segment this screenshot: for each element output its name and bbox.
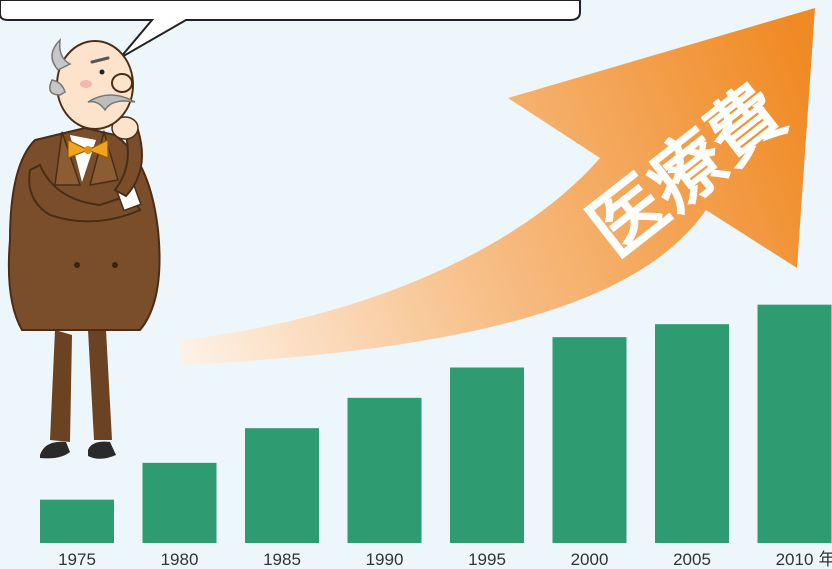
rising-cost-arrow: 医療費 [180,8,815,365]
tick-label-1985: 1985 [263,550,301,569]
bar-2000 [552,337,627,543]
bar-1995 [450,367,524,543]
bar-1985 [245,428,319,543]
tick-label-1990: 1990 [366,550,404,569]
bar-1990 [347,397,422,543]
tick-label-2005: 2005 [673,550,711,569]
tick-label-1980: 1980 [161,550,199,569]
speech-bubble [0,0,581,59]
bar-2010 [757,304,832,543]
tick-label-2010: 2010 [776,550,814,569]
bar-series [40,304,832,543]
bar-1975 [40,499,114,543]
tick-label-1975: 1975 [58,550,96,569]
tick-label-2000: 2000 [571,550,609,569]
tick-unit-label: 年 [819,550,832,569]
bar-1980 [142,462,217,543]
bar-2005 [655,324,729,543]
thinking-old-man-icon [7,37,161,459]
x-axis-ticks: 1975 1980 1985 1990 1995 2000 2005 2010 年 [58,550,832,569]
tick-label-1995: 1995 [468,550,506,569]
